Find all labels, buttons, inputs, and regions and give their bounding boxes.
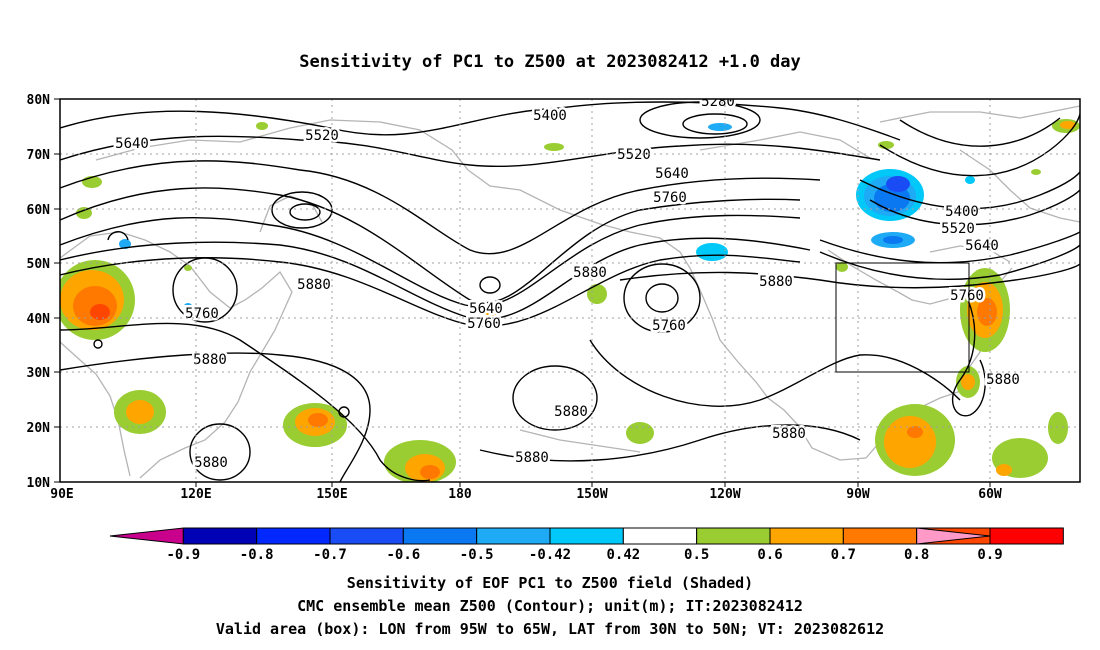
contour-label: 5880 [772, 426, 806, 442]
contour-label: 5880 [554, 404, 588, 420]
contour-label: 5520 [941, 221, 975, 237]
colorbar-swatch [476, 527, 551, 545]
lon-label: 90W [846, 487, 870, 502]
colorbar-swatch [769, 527, 844, 545]
figure-title: Sensitivity of PC1 to Z500 at 2023082412… [299, 52, 801, 72]
contour-label: 5880 [515, 450, 549, 466]
contour-labels: 5280 5400 5400 5520 5520 5520 5640 5640 … [113, 94, 1023, 474]
contour-label: 5520 [617, 147, 651, 163]
colorbar-label: 0.6 [757, 547, 782, 563]
lat-label: 10N [27, 476, 51, 491]
colorbar-label: 0.9 [977, 547, 1002, 563]
lat-label: 60N [27, 203, 51, 218]
colorbar-label: -0.8 [240, 547, 274, 563]
lon-label: 180 [448, 487, 472, 502]
lat-label: 50N [27, 257, 51, 272]
caption-line-2: CMC ensemble mean Z500 (Contour); unit(m… [297, 597, 803, 615]
colorbar-label: 0.42 [606, 547, 640, 563]
contour-label: 5880 [193, 352, 227, 368]
colorbar-label: -0.42 [529, 547, 571, 563]
colorbar-swatch [549, 527, 624, 545]
colorbar-label: 0.8 [904, 547, 929, 563]
contour-label: 5760 [185, 306, 219, 322]
colorbar: -0.9 -0.8 -0.7 -0.6 -0.5 -0.42 0.42 0.5 0.6 0.7 0.… [109, 527, 1064, 563]
colorbar-swatch [622, 527, 698, 545]
contour-label: 5640 [115, 136, 149, 152]
lon-label: 120W [709, 487, 740, 502]
contour-label: 5880 [986, 372, 1020, 388]
lat-labels: 80N 70N 60N 50N 40N 30N 20N 10N [27, 93, 51, 491]
colorbar-swatch [842, 527, 918, 545]
valid-area-box [835, 262, 970, 373]
lon-label: 60W [978, 487, 1002, 502]
colorbar-swatch [402, 527, 478, 545]
contour-label: 5400 [945, 204, 979, 220]
lon-ticks [195, 482, 991, 487]
contour-label: 5280 [701, 94, 735, 110]
contour-label: 5760 [653, 190, 687, 206]
lat-ticks [54, 98, 60, 483]
lat-label: 30N [27, 366, 51, 381]
contour-label: 5640 [469, 301, 503, 317]
lat-label: 20N [27, 421, 51, 436]
contour-label: 5760 [652, 318, 686, 334]
contour-label: 5640 [965, 238, 999, 254]
contour-label: 5880 [573, 265, 607, 281]
colorbar-swatch [329, 527, 404, 545]
contour-label: 5640 [655, 166, 689, 182]
colorbar-label: 0.7 [831, 547, 856, 563]
caption-line-1: Sensitivity of EOF PC1 to Z500 field (Sh… [346, 574, 754, 592]
lat-label: 40N [27, 312, 51, 327]
contour-label: 5760 [950, 288, 984, 304]
lon-labels: 90E 120E 150E 180 150W 120W 90W 60W [50, 487, 1002, 502]
contour-label: 5400 [533, 108, 567, 124]
lat-label: 70N [27, 148, 51, 163]
colorbar-swatch [256, 527, 331, 545]
lat-label: 80N [27, 93, 51, 108]
colorbar-swatch [182, 527, 258, 545]
lon-label: 150W [576, 487, 607, 502]
lon-label: 90E [50, 487, 73, 502]
contour-label: 5880 [759, 274, 793, 290]
contour-label: 5880 [194, 455, 228, 471]
contour-label: 5520 [305, 128, 339, 144]
colorbar-swatch [916, 527, 991, 545]
lon-label: 150E [316, 487, 347, 502]
caption-line-3: Valid area (box): LON from 95W to 65W, L… [215, 620, 885, 638]
plot-area: 5280 5400 5400 5520 5520 5520 5640 5640 … [60, 94, 1080, 482]
lon-label: 120E [180, 487, 211, 502]
z500-contours [60, 101, 1080, 482]
colorbar-swatch [696, 527, 771, 545]
colorbar-swatch [989, 527, 1064, 545]
contour-label: 5880 [297, 277, 331, 293]
colorbar-label: -0.6 [386, 547, 420, 563]
colorbar-label: -0.7 [313, 547, 347, 563]
sensitivity-shading [60, 119, 1080, 482]
colorbar-label: -0.9 [166, 547, 200, 563]
plot-frame [59, 98, 1081, 483]
lat-lon-grid [60, 99, 1080, 482]
colorbar-swatch [109, 527, 184, 545]
colorbar-label: -0.5 [460, 547, 494, 563]
colorbar-label: 0.5 [684, 547, 709, 563]
contour-label: 5760 [467, 316, 501, 332]
